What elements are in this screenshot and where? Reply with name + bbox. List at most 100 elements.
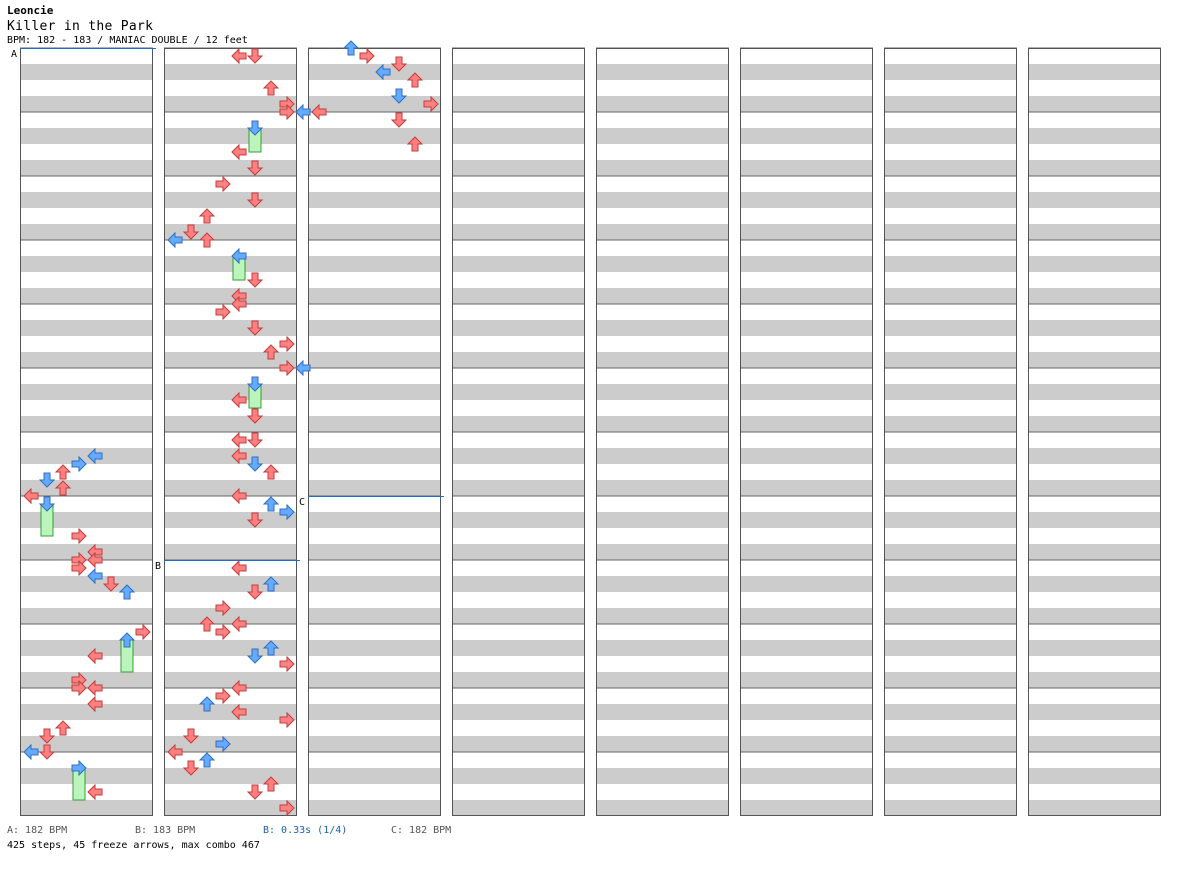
beat-stripe: [452, 544, 585, 560]
beat-stripe: [164, 352, 297, 368]
column-frame: [452, 48, 585, 816]
beat-stripe: [308, 544, 441, 560]
column-frame: [596, 48, 729, 816]
beat-stripe: [596, 512, 729, 528]
beat-stripe: [20, 768, 153, 784]
step-arrow-quarter: [406, 136, 424, 152]
step-arrow-quarter: [406, 72, 424, 88]
column-frame: [740, 48, 873, 816]
beat-stripe: [164, 576, 297, 592]
beat-stripe: [1028, 544, 1161, 560]
beat-stripe: [596, 64, 729, 80]
beat-stripe: [452, 192, 585, 208]
beat-stripe: [452, 704, 585, 720]
step-arrow-quarter: [231, 615, 247, 633]
beat-stripe: [596, 352, 729, 368]
beat-stripe: [452, 352, 585, 368]
beat-stripe: [596, 128, 729, 144]
beat-stripe: [308, 800, 441, 816]
beat-stripe: [308, 704, 441, 720]
bpm-label: B: [155, 561, 161, 572]
step-arrow-quarter: [231, 447, 247, 465]
beat-stripe: [740, 64, 873, 80]
step-arrow-quarter: [182, 760, 200, 776]
step-arrow-quarter: [71, 527, 87, 545]
beat-stripe: [740, 512, 873, 528]
step-arrow-eighth: [295, 103, 311, 121]
beat-stripe: [452, 128, 585, 144]
beat-stripe: [596, 608, 729, 624]
beat-stripe: [884, 512, 1017, 528]
beat-stripe: [1028, 672, 1161, 688]
beat-stripe: [164, 512, 297, 528]
beat-stripe: [740, 736, 873, 752]
beat-stripe: [164, 800, 297, 816]
step-arrow-quarter: [87, 647, 103, 665]
column-frame: [1028, 48, 1161, 816]
beat-stripe: [452, 64, 585, 80]
beat-stripe: [596, 384, 729, 400]
beat-stripe: [20, 704, 153, 720]
beat-stripe: [452, 768, 585, 784]
beat-stripe: [164, 256, 297, 272]
beat-stripe: [308, 96, 441, 112]
step-arrow-eighth: [38, 472, 56, 488]
step-arrow-quarter: [279, 103, 295, 121]
freeze-arrow-head: [71, 759, 87, 777]
step-arrow-quarter: [198, 232, 216, 248]
step-arrow-quarter: [231, 391, 247, 409]
beat-stripe: [740, 704, 873, 720]
beat-stripe: [20, 608, 153, 624]
bpm-label: C: [299, 497, 305, 508]
step-arrow-quarter: [38, 728, 56, 744]
beat-stripe: [596, 96, 729, 112]
beat-stripe: [308, 128, 441, 144]
step-arrow-quarter: [262, 80, 280, 96]
beat-stripe: [308, 416, 441, 432]
beat-stripe: [20, 320, 153, 336]
beat-stripe: [308, 320, 441, 336]
step-arrow-quarter: [38, 744, 56, 760]
step-arrow-quarter: [246, 48, 264, 64]
step-arrow-quarter: [390, 112, 408, 128]
beat-stripe: [308, 768, 441, 784]
beat-stripe: [20, 128, 153, 144]
step-arrow-quarter: [54, 480, 72, 496]
beat-stripe: [452, 256, 585, 272]
step-arrow-quarter: [87, 551, 103, 569]
beat-stripe: [308, 384, 441, 400]
beat-stripe: [884, 800, 1017, 816]
beat-stripe: [452, 320, 585, 336]
beat-stripe: [740, 384, 873, 400]
beat-stripe: [1028, 608, 1161, 624]
beat-stripe: [596, 544, 729, 560]
beat-stripe: [308, 512, 441, 528]
beat-stripe: [740, 800, 873, 816]
beat-stripe: [1028, 256, 1161, 272]
beat-stripe: [740, 256, 873, 272]
beat-stripe: [740, 768, 873, 784]
step-arrow-eighth: [215, 735, 231, 753]
beat-stripe: [740, 544, 873, 560]
beat-stripe: [452, 160, 585, 176]
beat-stripe: [20, 416, 153, 432]
step-arrow-eighth: [262, 576, 280, 592]
column-frame: [164, 48, 297, 816]
beat-stripe: [20, 288, 153, 304]
legend-stop-b: B: 0.33s (1/4): [263, 825, 348, 836]
beat-stripe: [20, 192, 153, 208]
beat-stripe: [164, 384, 297, 400]
beat-stripe: [308, 256, 441, 272]
beat-stripe: [1028, 128, 1161, 144]
beat-stripe: [596, 320, 729, 336]
beat-stripe: [596, 192, 729, 208]
step-arrow-quarter: [231, 47, 247, 65]
beat-stripe: [740, 128, 873, 144]
beat-stripe: [164, 96, 297, 112]
beat-stripe: [308, 480, 441, 496]
beat-stripe: [164, 192, 297, 208]
beat-stripe: [884, 576, 1017, 592]
step-arrow-quarter: [246, 192, 264, 208]
beat-stripe: [20, 352, 153, 368]
beat-stripe: [1028, 576, 1161, 592]
